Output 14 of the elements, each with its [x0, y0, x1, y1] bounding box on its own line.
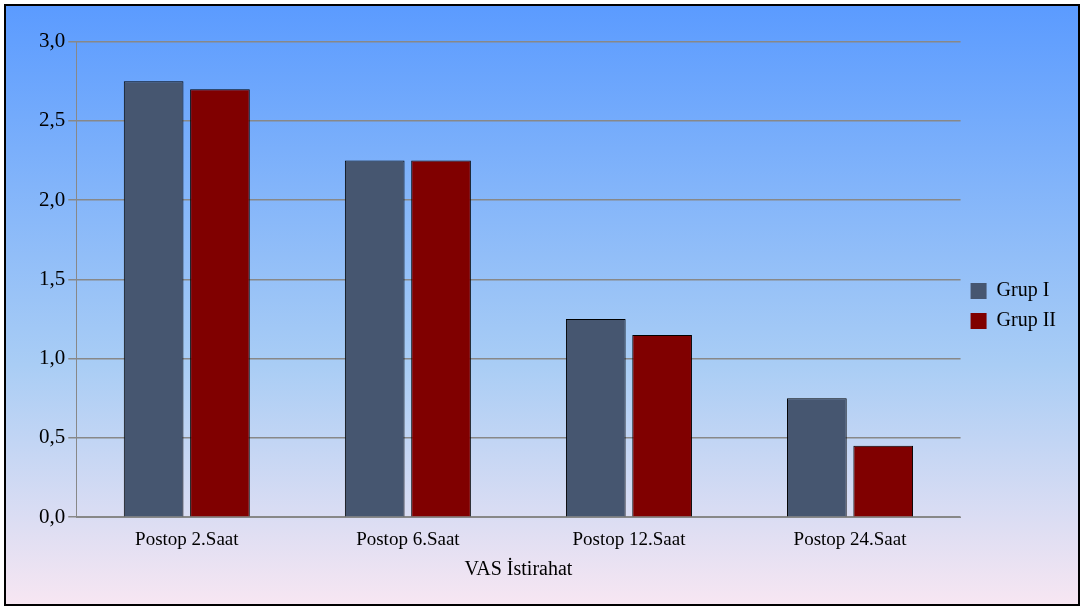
y-tick-label: 1,5	[39, 265, 66, 290]
y-tick-label: 0,0	[39, 503, 66, 528]
x-tick-label: Postop 24.Saat	[793, 527, 908, 549]
legend-label: Grup I	[996, 278, 1050, 302]
y-tick-label: 1,0	[39, 345, 66, 370]
y-tick-label: 2,5	[39, 107, 66, 132]
y-tick-label: 0,5	[39, 424, 66, 449]
x-tick-label: Postop 2.Saat	[135, 527, 240, 549]
x-tick-label: Postop 12.Saat	[572, 527, 687, 549]
y-tick-label: 2,0	[39, 186, 66, 211]
x-axis-title: VAS İstirahat	[464, 557, 573, 580]
y-tick-label: 3,0	[39, 28, 66, 53]
legend-label: Grup II	[996, 308, 1057, 332]
x-tick-label: Postop 6.Saat	[356, 527, 461, 549]
